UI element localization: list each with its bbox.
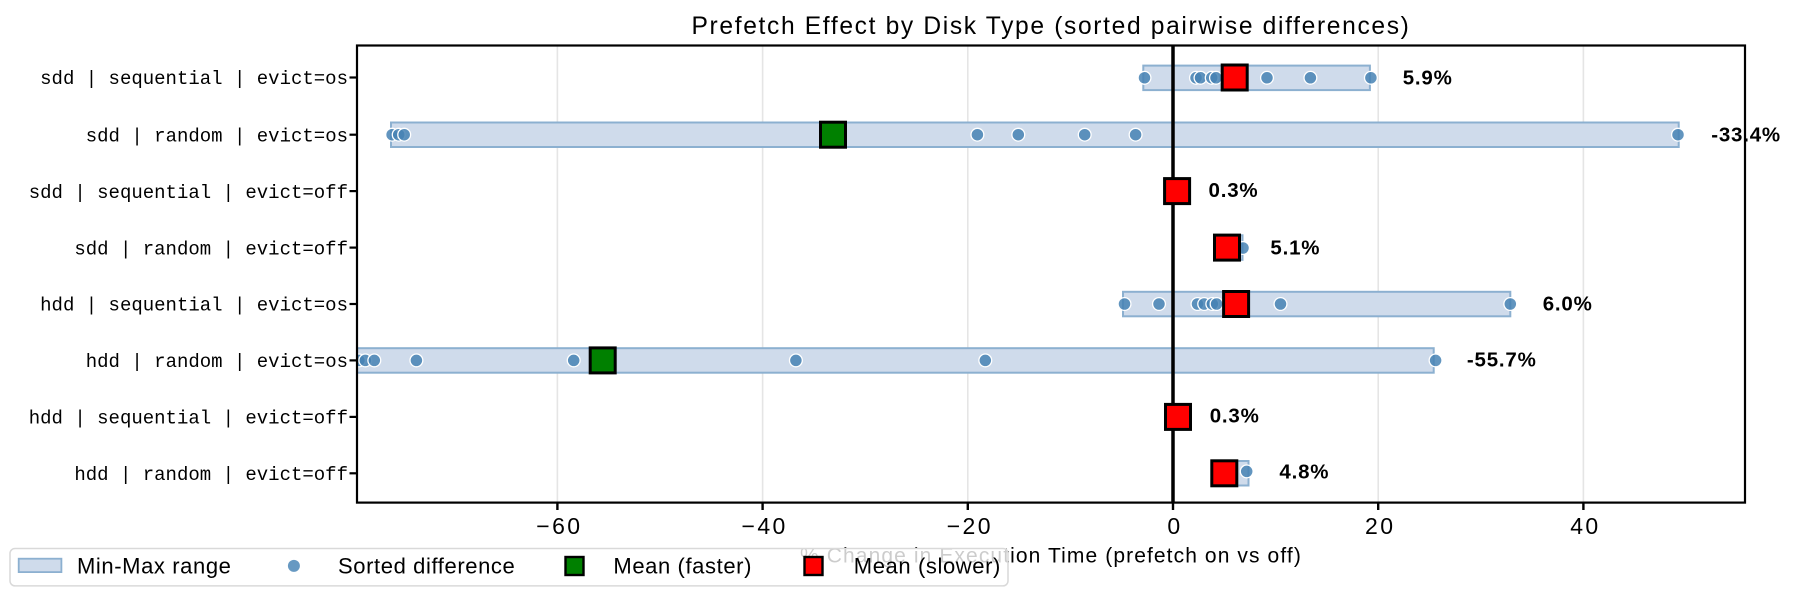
svg-text:hdd | sequential | evict=os: hdd | sequential | evict=os [40,295,348,317]
svg-text:hdd | random | evict=os: hdd | random | evict=os [86,351,348,373]
svg-text:−40: −40 [741,513,787,539]
svg-text:0.3%: 0.3% [1210,405,1260,428]
svg-text:6.0%: 6.0% [1543,293,1593,316]
svg-text:4.8%: 4.8% [1279,461,1329,484]
svg-text:hdd | random | evict=off: hdd | random | evict=off [74,464,348,486]
svg-text:40: 40 [1570,513,1600,539]
svg-text:0.3%: 0.3% [1209,179,1259,202]
svg-text:Sorted difference: Sorted difference [338,554,515,579]
svg-text:Mean (faster): Mean (faster) [613,554,752,579]
svg-text:0: 0 [1167,513,1182,539]
svg-text:Prefetch Effect by Disk Type (: Prefetch Effect by Disk Type (sorted pai… [691,13,1410,40]
svg-text:−60: −60 [536,513,582,539]
svg-text:-33.4%: -33.4% [1711,124,1781,147]
svg-text:sdd | sequential | evict=off: sdd | sequential | evict=off [29,182,348,204]
svg-text:20: 20 [1365,513,1395,539]
svg-text:Min-Max range: Min-Max range [77,554,232,579]
svg-text:5.9%: 5.9% [1403,67,1453,90]
svg-text:sdd | random | evict=os: sdd | random | evict=os [86,125,348,147]
svg-text:Mean (slower): Mean (slower) [854,554,1001,579]
svg-text:−20: −20 [947,513,993,539]
svg-text:sdd | random | evict=off: sdd | random | evict=off [74,238,348,260]
svg-text:sdd | sequential | evict=os: sdd | sequential | evict=os [40,68,348,90]
svg-text:-55.7%: -55.7% [1467,349,1537,372]
svg-text:5.1%: 5.1% [1270,237,1320,260]
svg-text:hdd | sequential | evict=off: hdd | sequential | evict=off [29,408,348,430]
